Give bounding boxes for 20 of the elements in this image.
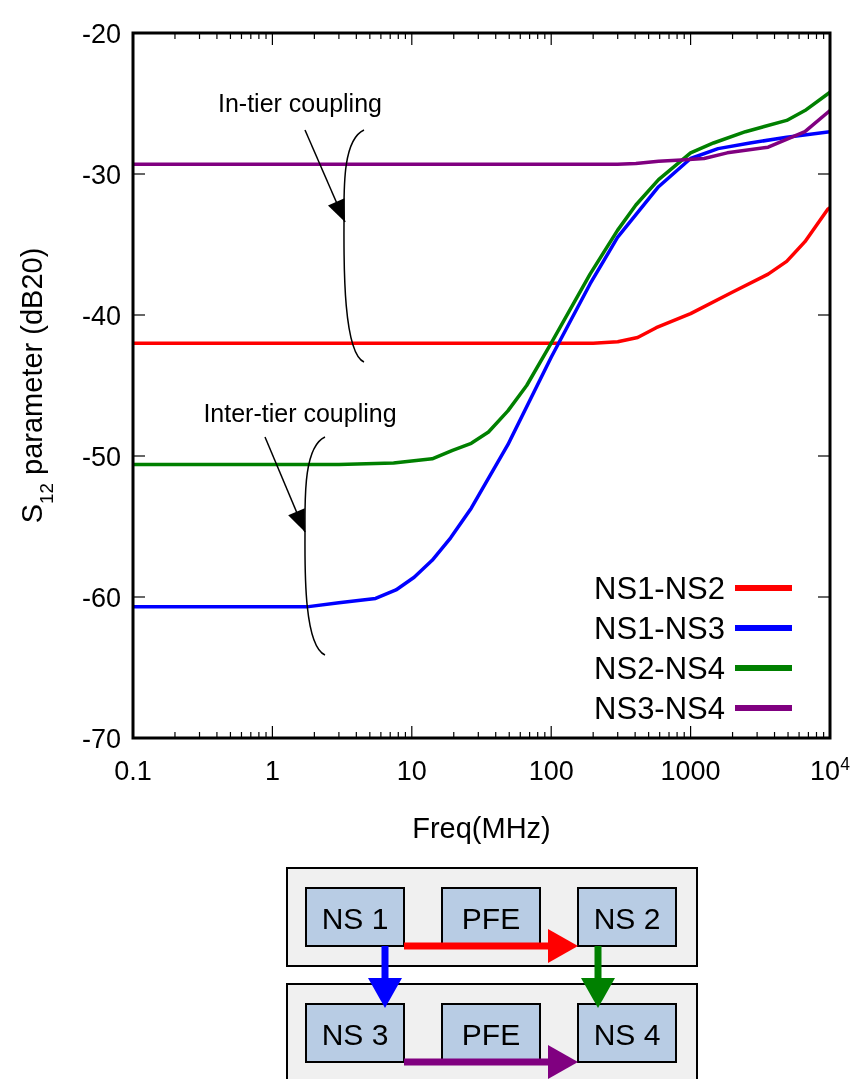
x-tick-label: 10: [396, 756, 427, 786]
annotation: In-tier coupling: [218, 89, 382, 117]
y-tick-label: -30: [81, 160, 121, 190]
y-tick-label: -60: [81, 583, 121, 613]
x-tick-label: 1: [264, 756, 280, 786]
y-tick-label: -50: [81, 442, 121, 472]
legend-label: NS1-NS2: [594, 571, 725, 606]
y-tick-label: -70: [81, 724, 121, 754]
legend-label: NS3-NS4: [594, 691, 725, 726]
legend-label: NS1-NS3: [594, 611, 725, 646]
y-tick-label: -20: [81, 19, 121, 49]
legend-label: NS2-NS4: [594, 651, 725, 686]
x-axis-title: Freq(MHz): [412, 812, 551, 844]
x-tick-label: 10$^{4}$: [810, 754, 851, 786]
x-tick-label: 0.1: [114, 756, 152, 786]
x-tick-label: 100: [528, 756, 574, 786]
annotation: Inter-tier coupling: [203, 399, 397, 427]
y-tick-label: -40: [81, 301, 121, 331]
block-diagram: NS 1 PFE NS 2 NS 3 PFE NS 4: [286, 867, 698, 1079]
x-tick-label: 1000: [660, 756, 721, 786]
